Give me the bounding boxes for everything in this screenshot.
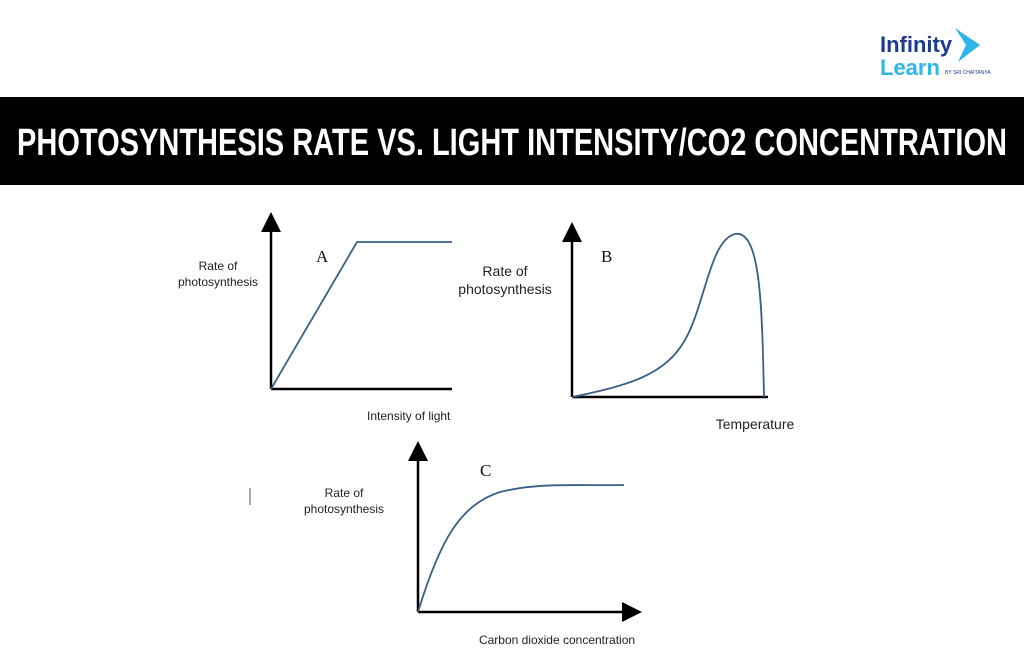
curve — [270, 241, 452, 390]
panel-letter: B — [601, 247, 612, 266]
header-title: PHOTOSYNTHESIS RATE VS. LIGHT INTENSITY/… — [17, 122, 1007, 164]
x-label: Temperature — [716, 416, 795, 432]
x-label: Intensity of light — [367, 409, 451, 423]
panel-letter: A — [316, 247, 329, 266]
curve — [417, 484, 625, 613]
logo-tagline: BY SRI CHAITANYA — [945, 70, 991, 76]
panel-letter: C — [480, 461, 491, 480]
y-label: photosynthesis — [304, 502, 384, 516]
y-label: photosynthesis — [178, 275, 258, 289]
panel-a: A Rate of photosynthesis Intensity of li… — [178, 212, 452, 423]
x-label: Carbon dioxide concentration — [479, 633, 635, 647]
y-label: Rate of — [199, 259, 238, 273]
logo-text: Infinity — [880, 32, 953, 57]
y-label: Rate of — [325, 486, 364, 500]
logo-arrow — [955, 28, 980, 62]
logo[interactable]: Infinity Learn BY SRI CHAITANYA — [880, 28, 991, 80]
curve — [571, 233, 765, 398]
header-bar — [0, 97, 1024, 185]
logo-text: Learn — [880, 55, 940, 80]
y-label: photosynthesis — [458, 281, 551, 297]
panel-c: C Rate of photosynthesis Carbon dioxide … — [249, 441, 642, 647]
y-label: Rate of — [482, 263, 527, 279]
panel-b: B Rate of photosynthesis Temperature — [458, 222, 795, 432]
